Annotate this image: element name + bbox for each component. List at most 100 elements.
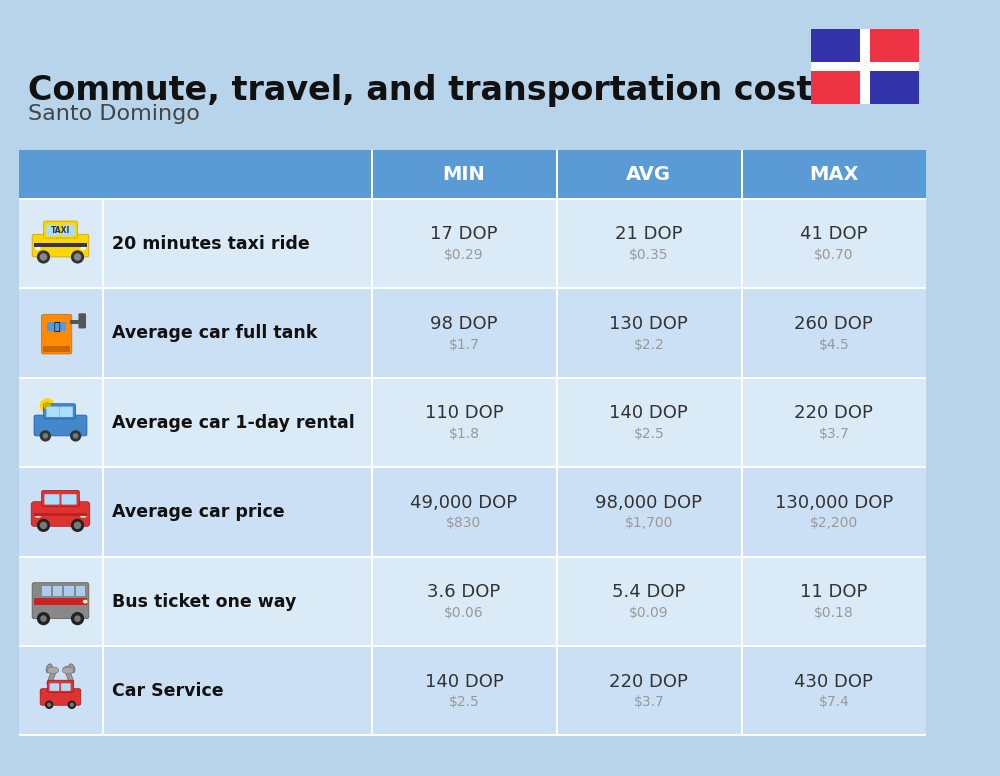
Text: $0.06: $0.06 [444,606,484,620]
Text: Commute, travel, and transportation costs: Commute, travel, and transportation cost… [28,74,833,107]
Bar [19,198,926,200]
Text: $0.29: $0.29 [444,248,484,262]
Text: 3.6 DOP: 3.6 DOP [427,583,501,601]
Text: $3.7: $3.7 [633,695,664,709]
Ellipse shape [46,663,52,673]
Text: 98 DOP: 98 DOP [430,315,498,333]
Text: Average car full tank: Average car full tank [112,324,317,342]
Bar [371,150,373,199]
Bar [64,587,74,596]
FancyBboxPatch shape [42,490,79,507]
Bar [102,378,104,467]
FancyBboxPatch shape [61,494,77,504]
Bar [556,378,558,467]
Circle shape [68,701,76,709]
Bar [102,467,104,557]
Circle shape [43,433,48,438]
Text: Car Service: Car Service [112,682,223,700]
Bar [47,667,57,685]
Text: 💧: 💧 [53,321,60,331]
FancyBboxPatch shape [44,494,60,504]
Bar [371,467,373,557]
Text: 130 DOP: 130 DOP [609,315,688,333]
Text: $830: $830 [446,517,482,531]
FancyBboxPatch shape [50,684,59,691]
Ellipse shape [62,667,74,674]
Bar [556,199,558,289]
Circle shape [37,251,50,264]
Text: 5.4 DOP: 5.4 DOP [612,583,686,601]
Bar [19,377,926,379]
Ellipse shape [35,247,41,251]
Bar [741,150,743,199]
Circle shape [45,701,53,709]
Text: $1,700: $1,700 [625,517,673,531]
Circle shape [37,612,50,625]
FancyBboxPatch shape [78,314,86,328]
Bar [64,666,74,684]
Bar [556,150,558,199]
Bar [741,199,743,289]
Circle shape [71,612,84,625]
Text: 20 minutes taxi ride: 20 minutes taxi ride [112,234,309,253]
Circle shape [74,521,81,529]
Circle shape [40,521,47,529]
Bar [860,29,870,105]
Circle shape [40,398,55,413]
Text: 41 DOP: 41 DOP [800,225,868,243]
Text: $4.5: $4.5 [818,338,849,352]
Text: TAXI: TAXI [51,226,70,235]
Text: 140 DOP: 140 DOP [425,673,503,691]
Text: 220 DOP: 220 DOP [794,404,873,422]
Text: 220 DOP: 220 DOP [609,673,688,691]
FancyBboxPatch shape [31,502,90,526]
Bar [42,587,51,596]
Text: Bus ticket one way: Bus ticket one way [112,593,296,611]
Bar [811,67,865,105]
Bar [556,557,558,646]
Bar [19,556,926,558]
Text: MIN: MIN [443,165,485,184]
Bar [371,557,373,646]
Text: MAX: MAX [809,165,859,184]
Bar [34,243,87,247]
Bar [741,378,743,467]
Text: 130,000 DOP: 130,000 DOP [775,494,893,511]
Text: 430 DOP: 430 DOP [794,673,873,691]
Text: $0.70: $0.70 [814,248,854,262]
Ellipse shape [69,663,75,673]
Bar [34,513,87,516]
Text: 17 DOP: 17 DOP [430,225,498,243]
FancyBboxPatch shape [43,221,78,238]
Circle shape [47,702,51,707]
Bar [741,646,743,736]
FancyBboxPatch shape [46,225,60,236]
Ellipse shape [80,247,86,251]
Text: $0.18: $0.18 [814,606,854,620]
Circle shape [74,253,81,261]
Text: 49,000 DOP: 49,000 DOP [410,494,517,511]
Circle shape [43,402,51,410]
Bar [865,67,919,105]
Bar [76,587,85,596]
Bar [47,411,55,413]
Circle shape [70,430,81,442]
Circle shape [37,518,50,532]
Bar [865,29,919,67]
Circle shape [71,251,84,264]
Text: $7.4: $7.4 [818,695,849,709]
Text: $0.35: $0.35 [629,248,669,262]
FancyBboxPatch shape [60,407,73,417]
Text: 260 DOP: 260 DOP [794,315,873,333]
Text: $3.7: $3.7 [818,427,849,441]
FancyBboxPatch shape [61,684,71,691]
Bar [371,199,373,289]
Circle shape [73,433,78,438]
Text: 98,000 DOP: 98,000 DOP [595,494,702,511]
Bar [19,646,926,736]
Bar [19,150,926,199]
Text: $1.8: $1.8 [448,427,479,441]
Bar [47,407,53,410]
Bar [102,557,104,646]
Bar [47,402,51,413]
